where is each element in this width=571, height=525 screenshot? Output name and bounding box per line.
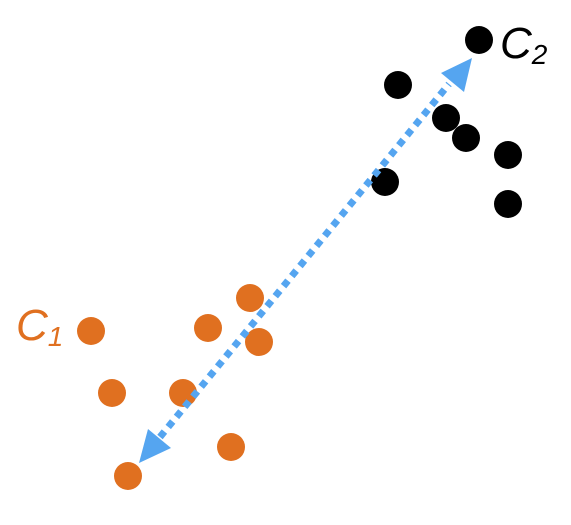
c1-point — [245, 328, 273, 356]
c2-point — [384, 71, 412, 99]
arrowhead-bottom-icon — [139, 429, 171, 463]
c2-point — [465, 26, 493, 54]
c1-point — [98, 379, 126, 407]
cluster-c1-label: C1 — [16, 301, 63, 352]
c2-point — [452, 124, 480, 152]
c1-point — [194, 314, 222, 342]
cluster-c1-subscript: 1 — [48, 321, 64, 352]
c1-point — [77, 317, 105, 345]
cluster-c2-subscript: 2 — [531, 39, 548, 70]
connector-dotted-line — [157, 81, 452, 440]
arrowhead-top-icon — [441, 58, 472, 92]
c2-point — [494, 141, 522, 169]
cluster-c1-letter: C — [16, 301, 49, 350]
cluster-c2-points — [371, 26, 522, 218]
connector-arrow — [139, 58, 472, 463]
cluster-c2-label: C2 — [500, 19, 548, 70]
c1-point — [169, 379, 197, 407]
c1-point — [114, 462, 142, 490]
c1-point — [217, 433, 245, 461]
cluster-c2-letter: C — [500, 19, 533, 68]
c2-point — [432, 104, 460, 132]
cluster-c1-points — [77, 284, 273, 490]
c2-point — [494, 190, 522, 218]
c1-point — [236, 284, 264, 312]
